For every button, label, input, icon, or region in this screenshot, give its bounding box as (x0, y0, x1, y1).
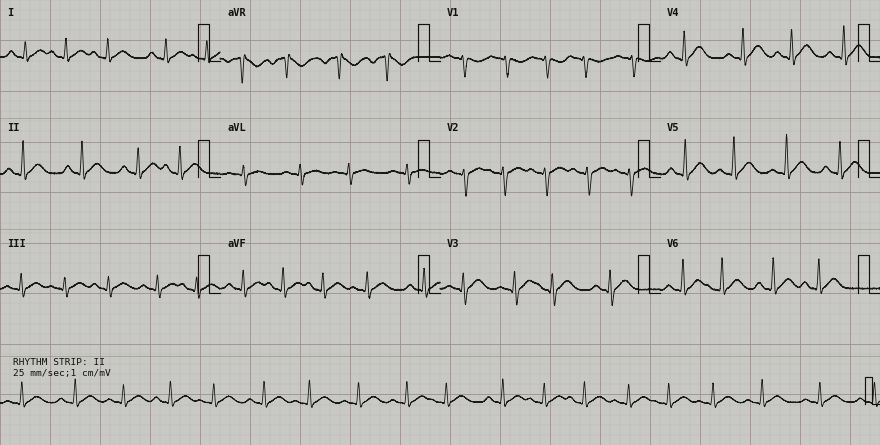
Text: aVL: aVL (227, 123, 246, 133)
Text: V1: V1 (447, 8, 459, 17)
Text: II: II (7, 123, 19, 133)
Text: V3: V3 (447, 239, 459, 249)
Text: V2: V2 (447, 123, 459, 133)
Text: V5: V5 (667, 123, 679, 133)
Text: aVF: aVF (227, 239, 246, 249)
Text: III: III (7, 239, 26, 249)
Text: V4: V4 (667, 8, 679, 17)
Text: aVR: aVR (227, 8, 246, 17)
Text: V6: V6 (667, 239, 679, 249)
Text: RHYTHM STRIP: II
25 mm/sec;1 cm/mV: RHYTHM STRIP: II 25 mm/sec;1 cm/mV (13, 358, 111, 378)
Text: I: I (7, 8, 13, 17)
